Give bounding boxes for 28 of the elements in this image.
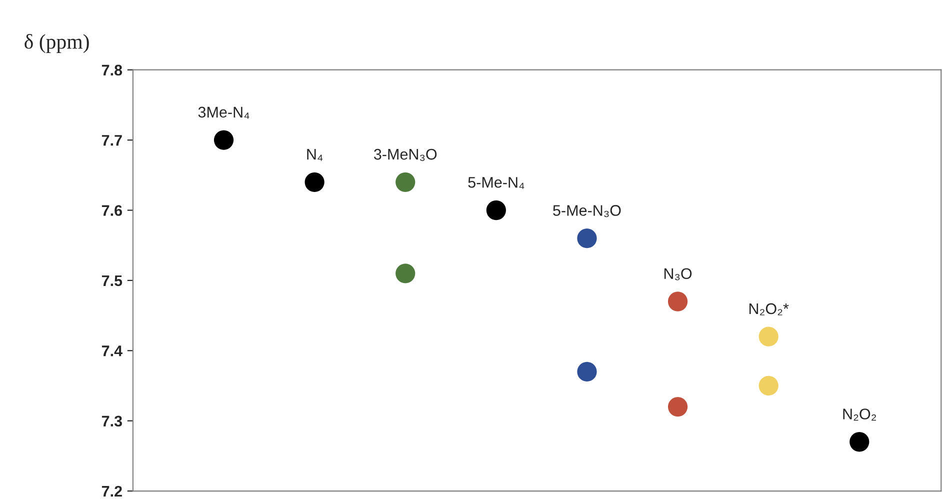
point — [214, 130, 234, 150]
y-axis-title: δ (ppm) — [24, 34, 89, 54]
y-tick-label: 7.7 — [102, 135, 122, 146]
series-label: 5-Me-N₄ — [468, 177, 524, 189]
y-tick-label: 7.8 — [102, 64, 122, 76]
point — [668, 292, 688, 312]
point — [577, 362, 597, 382]
series-label: N₂O₂ — [843, 408, 876, 421]
point — [668, 396, 688, 417]
point — [486, 200, 506, 220]
series-label: 3-MeN₃O — [374, 148, 437, 161]
y-tick-label: 7.3 — [102, 416, 122, 427]
point — [758, 376, 778, 396]
series-label: N₄ — [307, 149, 323, 161]
series-label: N₃O — [664, 268, 692, 280]
y-tick-label: 7.6 — [102, 205, 122, 216]
point — [396, 172, 416, 192]
series-label: 5-Me-N₃O — [553, 205, 621, 218]
point — [304, 172, 324, 192]
point — [850, 432, 870, 452]
series-label: 3Me-N₄ — [198, 106, 250, 119]
point — [758, 326, 778, 346]
y-tick-label: 7.4 — [102, 346, 122, 356]
y-tick-label: 7.5 — [102, 275, 122, 286]
point — [396, 264, 416, 284]
point — [577, 228, 597, 248]
series-label: N₂O₂* — [749, 303, 789, 316]
y-tick-label: 7.2 — [102, 486, 122, 497]
